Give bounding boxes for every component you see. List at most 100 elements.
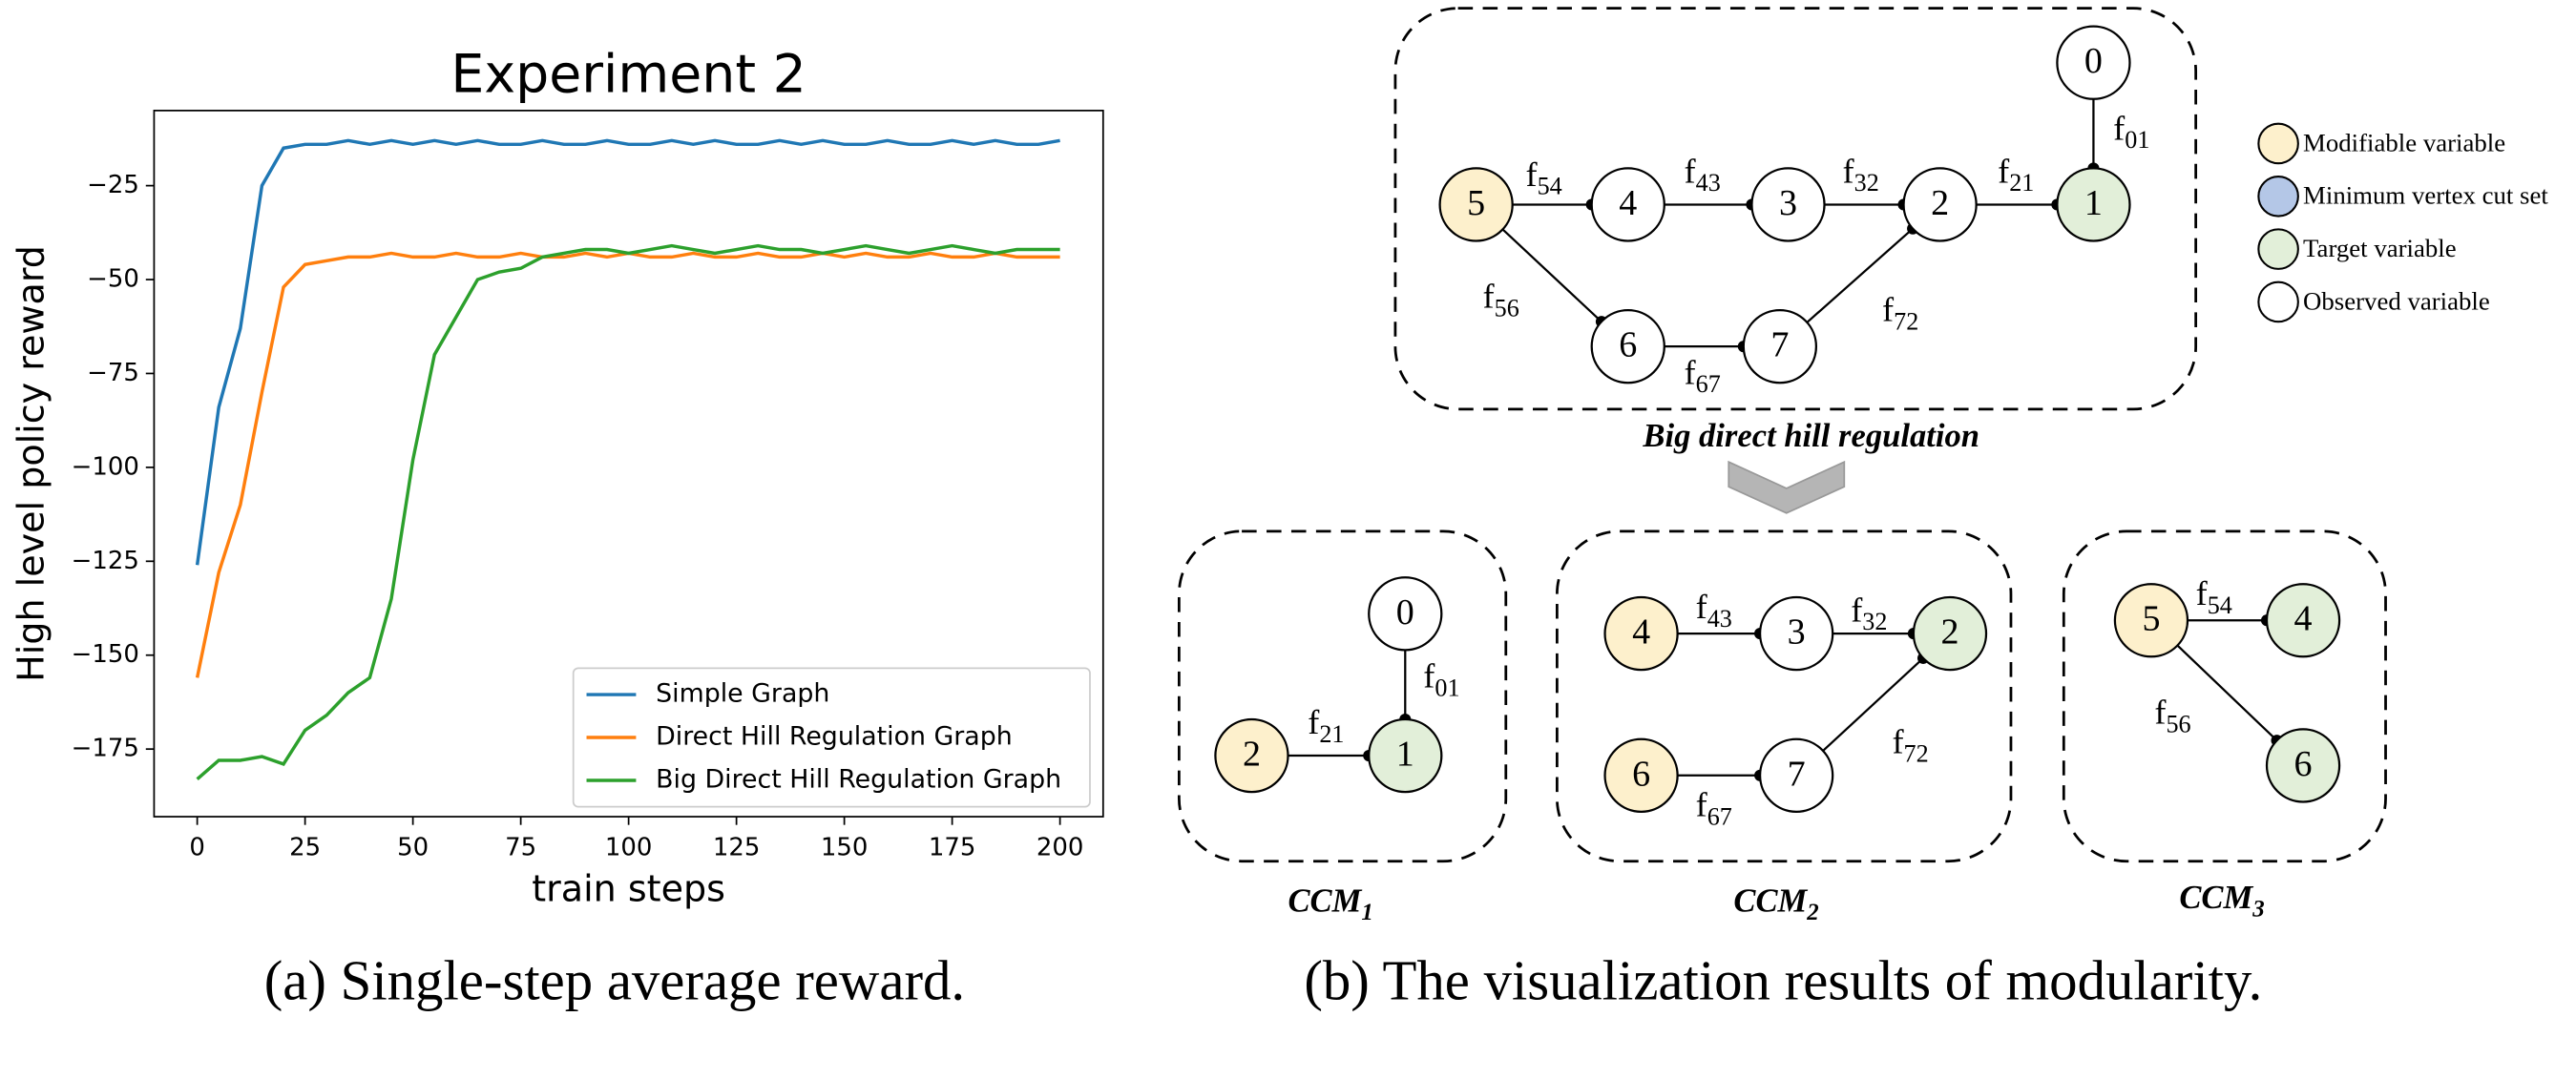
legend-label: Modifiable variable (2303, 128, 2505, 156)
node (1590, 167, 1665, 242)
legend-box (572, 667, 1091, 808)
node-label: 6 (2294, 744, 2313, 784)
label-base: CCM (1288, 883, 1363, 920)
label-sub: 54 (1538, 173, 1562, 200)
series-line (195, 138, 1060, 566)
label-sub: 21 (2009, 169, 2034, 197)
node (2265, 583, 2341, 658)
node (1214, 717, 1289, 794)
edge-label: f56 (1483, 278, 1519, 322)
label-sub: 56 (1495, 295, 1519, 322)
node-label: 0 (2084, 41, 2103, 81)
legend-label: Simple Graph (656, 679, 829, 709)
node (1368, 717, 1443, 794)
label-sub: 67 (1696, 370, 1721, 398)
label-base: CCM (2179, 880, 2253, 916)
node (1912, 595, 1988, 672)
y-tick-label: −50 (87, 265, 139, 294)
node-label: 4 (2294, 599, 2313, 639)
x-tick-label: 75 (505, 833, 536, 861)
node (1758, 737, 1834, 813)
label-base: CCM (1733, 883, 1808, 920)
node (1590, 308, 1665, 384)
node (2113, 583, 2189, 658)
edge (2176, 644, 2278, 741)
edge-label: f32 (1843, 153, 1879, 197)
label-sub: 01 (2125, 126, 2149, 154)
node-label: 0 (1396, 592, 1414, 633)
edge-label: f67 (1696, 786, 1732, 831)
graph-title: CCM3 (2179, 880, 2264, 922)
plot-frame (153, 110, 1104, 818)
y-axis-label: High level policy reward (10, 245, 52, 682)
edge-label: f72 (1892, 723, 1928, 768)
graph-title: CCM1 (1288, 883, 1373, 925)
label-sub: 67 (1707, 802, 1732, 830)
label-base: f (1483, 278, 1496, 316)
y-tick-label: −125 (72, 547, 139, 575)
legend-swatch (2257, 228, 2299, 270)
line-chart: Experiment 2 train steps High level policy… (10, 44, 1104, 909)
node (1750, 167, 1826, 242)
y-tick-label: −175 (72, 735, 139, 763)
edge-label: f21 (1308, 703, 1344, 748)
label-base: f (1685, 354, 1697, 392)
caption: (b) The visualization results of modular… (1304, 950, 2262, 1012)
label-sub: 72 (1894, 307, 1918, 335)
label-sub: 2 (1806, 900, 1818, 925)
label-base: f (1843, 153, 1855, 191)
node (1603, 737, 1679, 813)
y-tick-label: −25 (87, 171, 139, 199)
node-label: 6 (1619, 325, 1637, 365)
node-label: 2 (1243, 735, 1261, 775)
legend-swatch (2257, 280, 2299, 323)
node-label: 5 (2142, 599, 2160, 639)
x-tick-label: 25 (289, 833, 321, 861)
edge (1806, 227, 1914, 323)
node (2056, 25, 2131, 100)
label-base: f (1423, 657, 1435, 695)
node-label: 7 (1770, 325, 1789, 365)
label-base: f (2113, 110, 2126, 148)
series-line (195, 251, 1060, 678)
legend-swatch (2257, 122, 2299, 165)
label-sub: 3 (2251, 896, 2264, 922)
graph-box (1177, 529, 1508, 863)
label-sub: 43 (1696, 169, 1721, 197)
graph-title: Big direct hill regulation (1642, 418, 1979, 454)
edge-label: f54 (1526, 156, 1562, 200)
x-tick-label: 175 (929, 833, 976, 861)
node-label: 2 (1940, 612, 1958, 653)
x-tick-label: 100 (605, 833, 653, 861)
node (1368, 576, 1443, 652)
label-base: f (1892, 723, 1904, 761)
node (1902, 167, 1978, 242)
label-sub: 1 (1361, 900, 1372, 925)
y-tick-label: −100 (72, 452, 139, 481)
legend-swatch (2257, 176, 2299, 218)
label-sub: 01 (1435, 674, 1459, 701)
legend-label: Direct Hill Regulation Graph (656, 722, 1013, 752)
edge-label: f54 (2196, 574, 2232, 619)
legend-label: Big Direct Hill Regulation Graph (656, 764, 1061, 794)
node (1742, 308, 1818, 384)
x-axis-label: train steps (532, 867, 725, 909)
node-label: 6 (1632, 754, 1650, 794)
legend-label: Minimum vertex cut set (2303, 181, 2548, 210)
node-label: 3 (1779, 183, 1797, 223)
graph-box (1556, 529, 2013, 863)
flow-arrow (1728, 460, 1846, 514)
edge-label: f32 (1851, 591, 1887, 636)
node-label: 4 (1632, 612, 1650, 653)
y-tick-label: −75 (87, 359, 139, 387)
label-sub: 32 (1862, 608, 1887, 635)
label-sub: 54 (2208, 591, 2232, 619)
node-label: 3 (1788, 612, 1806, 653)
edge-label: f43 (1685, 153, 1721, 197)
edge-label: f01 (2113, 110, 2149, 155)
node-label: 1 (1396, 735, 1414, 775)
node (1603, 595, 1679, 672)
label-sub: 43 (1707, 605, 1732, 633)
